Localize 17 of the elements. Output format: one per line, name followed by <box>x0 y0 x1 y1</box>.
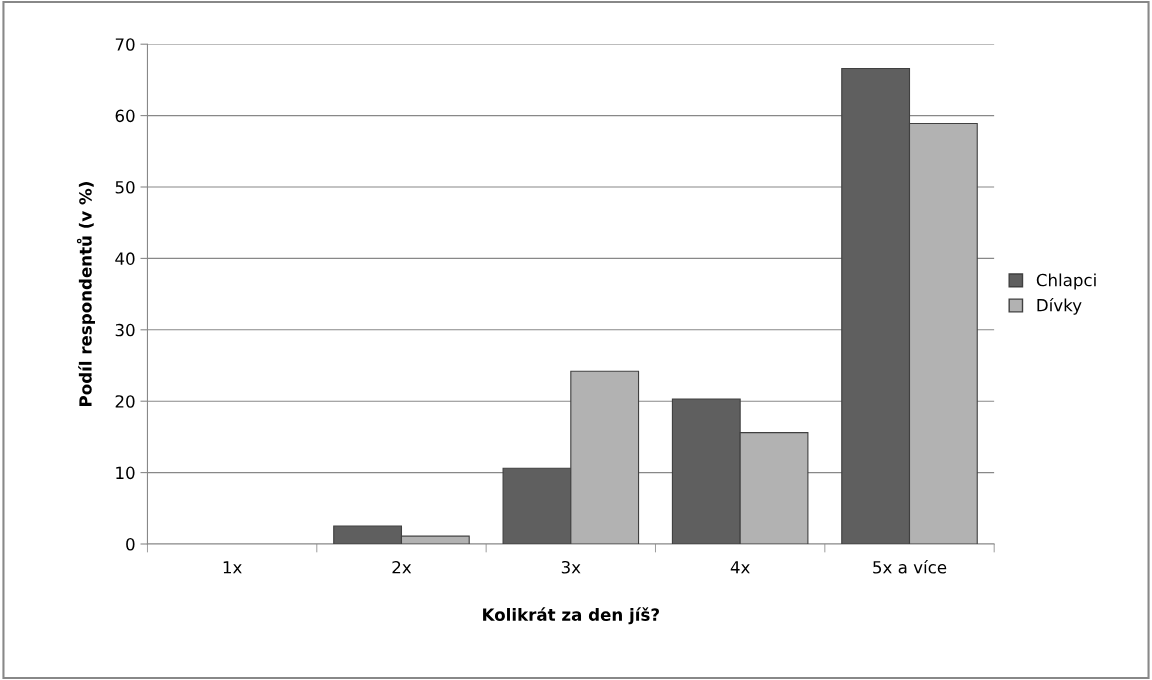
legend-label: Dívky <box>1037 297 1082 315</box>
x-tick-label: 3x <box>561 560 581 574</box>
y-tick-label: 30 <box>115 323 135 337</box>
y-tick-label: 70 <box>115 38 135 51</box>
y-tick-label: 10 <box>116 466 135 480</box>
y-tick-label: 20 <box>115 395 135 408</box>
x-tick-label: 4x <box>730 561 750 574</box>
x-tick-label: 1x <box>223 561 242 574</box>
y-tick-label: 40 <box>115 252 135 265</box>
y-axis-title: Podíl respondentů (v %) <box>76 182 95 406</box>
y-tick-label: 60 <box>115 109 135 123</box>
x-tick-label: 2x <box>392 560 412 574</box>
legend-label: Chlapci <box>1036 273 1096 290</box>
y-tick-label: 50 <box>115 180 135 194</box>
y-tick-label: 0 <box>126 537 135 551</box>
x-axis-title: Kolikrát za den jíš? <box>483 607 659 625</box>
x-tick-label: 5x a více <box>873 560 947 574</box>
